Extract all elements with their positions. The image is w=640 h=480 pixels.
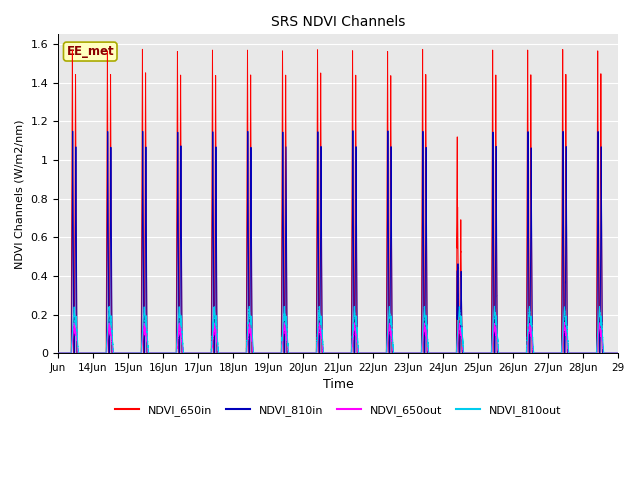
X-axis label: Time: Time	[323, 378, 353, 392]
NDVI_810out	[490, 303, 498, 309]
NDVI_810in	[314, 280, 321, 286]
NDVI_810out	[144, 345, 152, 350]
NDVI_650out	[314, 343, 321, 348]
Line: NDVI_810out: NDVI_810out	[58, 306, 618, 353]
NDVI_650in	[54, 350, 62, 356]
NDVI_650out	[144, 349, 152, 355]
NDVI_810in	[54, 350, 62, 356]
Legend: NDVI_650in, NDVI_810in, NDVI_650out, NDVI_810out: NDVI_650in, NDVI_810in, NDVI_650out, NDV…	[110, 400, 566, 420]
NDVI_810out	[195, 350, 203, 356]
NDVI_650in	[195, 350, 203, 356]
NDVI_650out	[317, 328, 325, 334]
NDVI_650out	[561, 320, 568, 325]
NDVI_810in	[349, 128, 356, 133]
NDVI_650out	[542, 350, 550, 356]
NDVI_650in	[314, 147, 321, 153]
NDVI_810in	[195, 350, 203, 356]
NDVI_810in	[542, 350, 550, 356]
NDVI_810in	[144, 350, 152, 356]
NDVI_810out	[314, 336, 321, 342]
NDVI_650in	[542, 350, 550, 356]
NDVI_810out	[54, 350, 62, 356]
NDVI_650out	[195, 350, 203, 356]
Title: SRS NDVI Channels: SRS NDVI Channels	[271, 15, 405, 29]
NDVI_810in	[495, 350, 502, 356]
NDVI_650in	[139, 47, 147, 52]
NDVI_810out	[317, 316, 325, 322]
Line: NDVI_810in: NDVI_810in	[58, 131, 618, 353]
NDVI_810out	[614, 350, 622, 356]
NDVI_650in	[495, 350, 502, 356]
NDVI_650out	[54, 350, 62, 356]
Text: EE_met: EE_met	[67, 45, 114, 58]
NDVI_810in	[317, 183, 325, 189]
NDVI_810out	[542, 350, 550, 356]
Line: NDVI_650in: NDVI_650in	[58, 49, 618, 353]
NDVI_650in	[144, 350, 152, 356]
NDVI_650out	[614, 350, 622, 356]
Y-axis label: NDVI Channels (W/m2/nm): NDVI Channels (W/m2/nm)	[15, 119, 25, 268]
NDVI_810in	[614, 350, 622, 356]
NDVI_810out	[495, 349, 502, 355]
NDVI_650in	[614, 350, 622, 356]
Line: NDVI_650out: NDVI_650out	[58, 323, 618, 353]
NDVI_650in	[317, 203, 325, 209]
NDVI_650out	[495, 350, 502, 356]
